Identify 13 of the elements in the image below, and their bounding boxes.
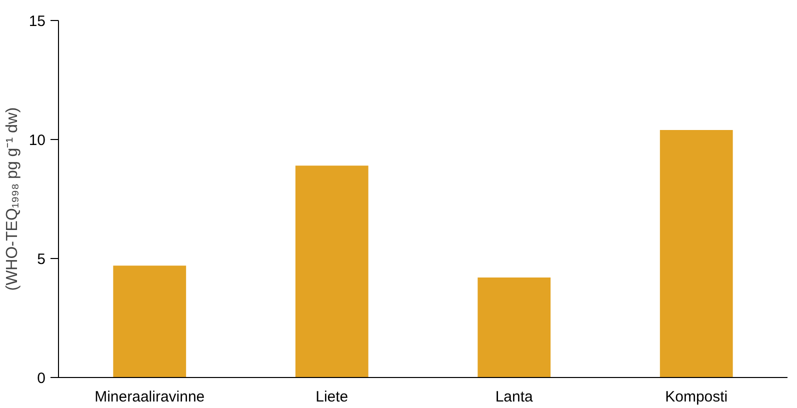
y-tick-label: 15 <box>28 13 46 30</box>
y-axis-title: (WHO-TEQ₁₉₉₈ pg g⁻¹ dw) <box>4 107 21 291</box>
x-tick-label: Liete <box>316 388 348 406</box>
y-tick-label: 5 <box>37 251 46 268</box>
x-tick-label: Komposti <box>665 388 728 406</box>
x-tick-label: Lanta <box>495 388 534 406</box>
y-tick-label: 0 <box>37 370 46 387</box>
x-tick-label: Mineraaliravinne <box>94 388 205 406</box>
bar <box>478 278 551 378</box>
y-tick-label: 10 <box>28 132 46 149</box>
bar <box>113 266 186 378</box>
bar <box>295 166 368 378</box>
bar <box>660 130 733 378</box>
